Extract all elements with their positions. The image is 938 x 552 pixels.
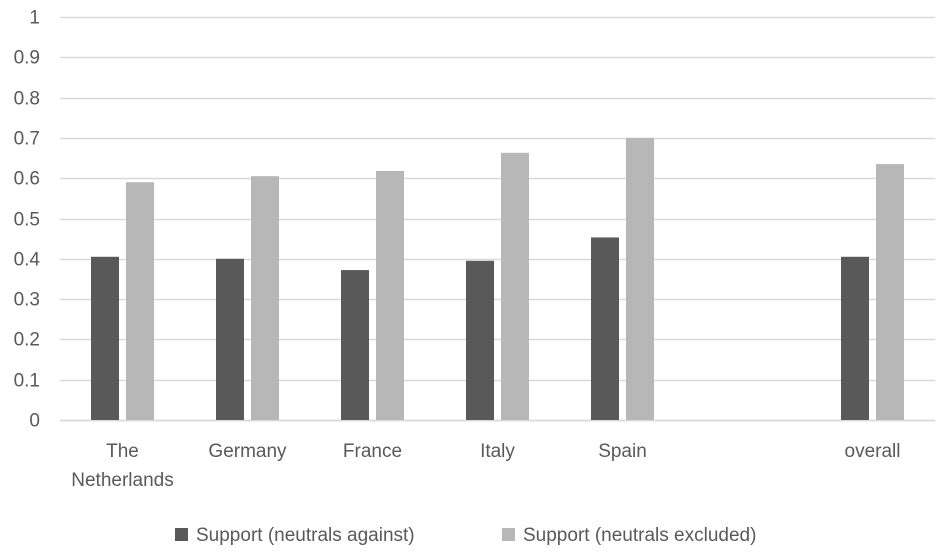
y-tick-label: 0.6	[14, 169, 40, 190]
y-tick-label: 0.5	[14, 210, 40, 231]
y-tick-label: 0.4	[14, 250, 41, 271]
y-tick-label: 0.8	[14, 89, 40, 110]
y-tick-label: 0.7	[14, 129, 40, 150]
x-tick-label: France	[343, 441, 402, 462]
y-tick-label: 0.3	[14, 290, 40, 311]
bar-neutrals-against-4	[591, 237, 619, 420]
x-tick-label: Italy	[480, 441, 515, 462]
bar-neutrals-excluded-1	[251, 176, 279, 420]
y-axis-ticks: 0 0.1 0.2 0.3 0.4 0.5 0.6 0.7 0.8 0.9 1	[14, 8, 41, 432]
legend: Support (neutrals against) Support (neutr…	[175, 525, 756, 546]
legend-swatch	[175, 528, 188, 541]
x-tick-label: Spain	[598, 441, 647, 462]
y-tick-label: 1	[29, 8, 40, 29]
bar-neutrals-against-1	[216, 258, 244, 420]
y-tick-label: 0.2	[14, 330, 40, 351]
bar-neutrals-against-6	[841, 256, 869, 420]
x-tick-label: overall	[845, 441, 901, 462]
bar-neutrals-against-2	[341, 270, 369, 420]
bar-neutrals-excluded-6	[876, 164, 904, 420]
gridlines	[60, 16, 935, 422]
bar-neutrals-excluded-4	[626, 137, 654, 420]
x-tick-label: Germany	[208, 441, 287, 462]
legend-label: Support (neutrals excluded)	[523, 525, 756, 546]
y-tick-label: 0	[29, 411, 40, 432]
bar-neutrals-against-3	[466, 260, 494, 420]
bar-neutrals-excluded-0	[126, 182, 154, 420]
y-tick-label: 0.9	[14, 48, 40, 69]
legend-label: Support (neutrals against)	[196, 525, 415, 546]
bar-neutrals-against-0	[91, 256, 119, 420]
legend-swatch	[502, 528, 515, 541]
y-tick-label: 0.1	[14, 371, 40, 392]
bar-neutrals-excluded-3	[501, 152, 529, 420]
bar-neutrals-excluded-2	[376, 170, 404, 420]
x-tick-label: The Netherlands	[71, 441, 173, 491]
x-axis-labels: The Netherlands Germany France Italy Spain ove…	[71, 441, 900, 491]
bars	[91, 137, 904, 420]
